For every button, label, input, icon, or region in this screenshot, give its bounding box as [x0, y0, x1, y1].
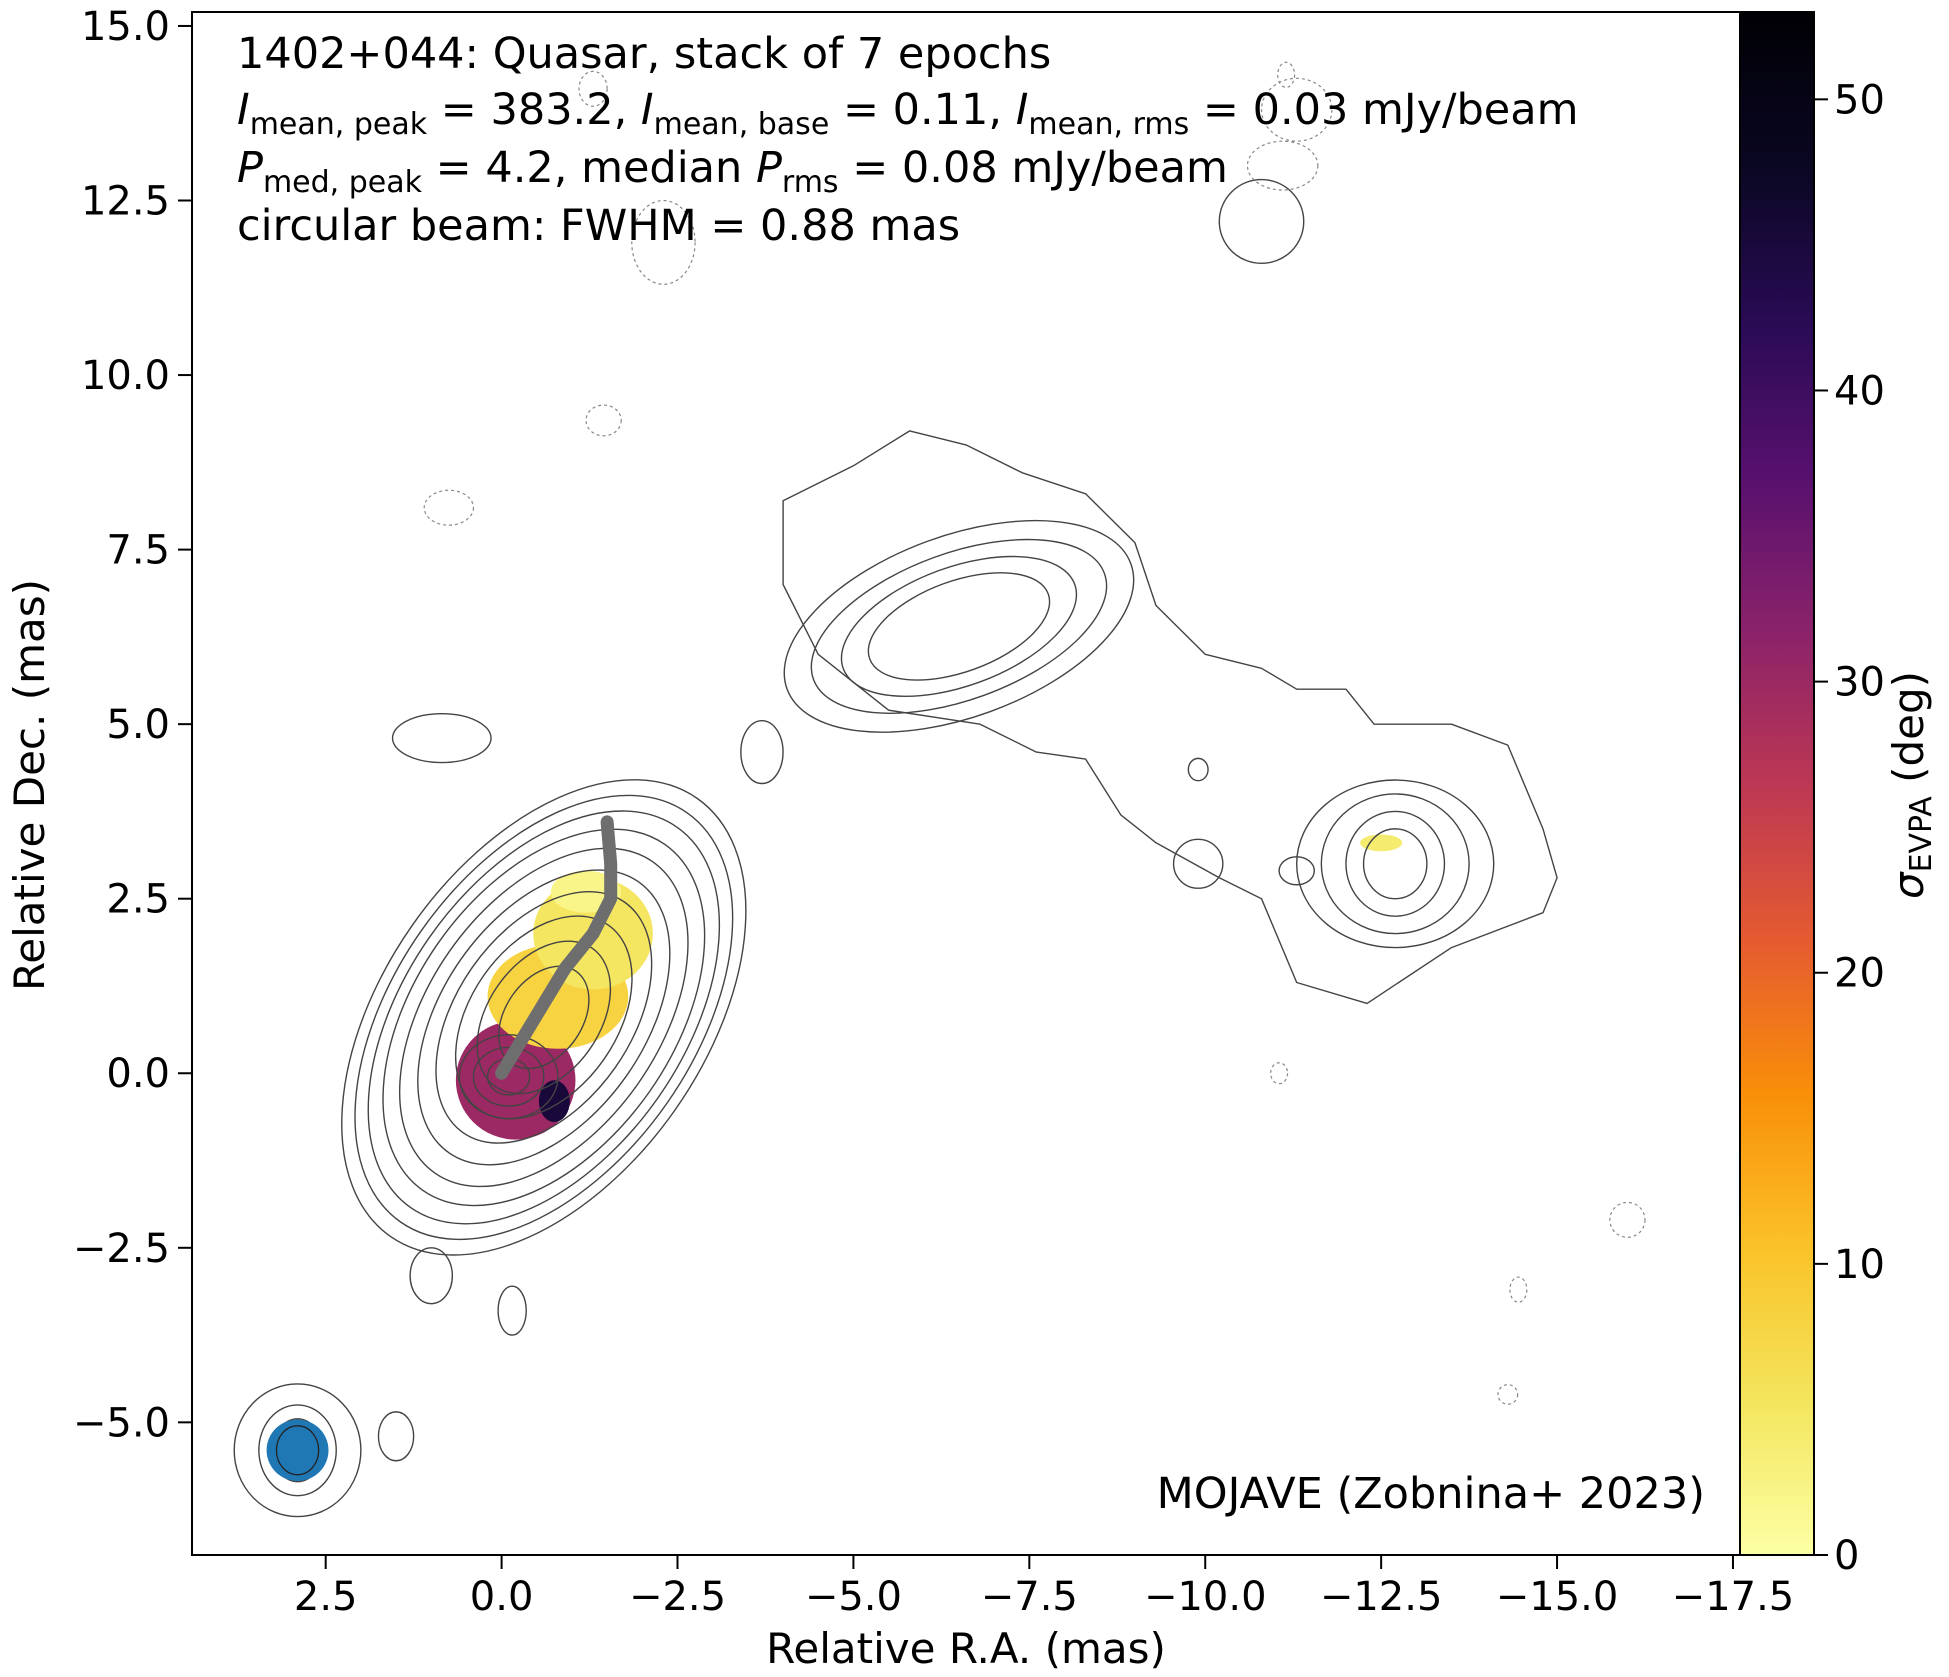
core-contour-8	[476, 940, 612, 1095]
x-tick-label: −2.5	[629, 1574, 726, 1620]
y-tick-label: −5.0	[73, 1400, 170, 1446]
negative-contour-2	[1277, 61, 1296, 89]
core-contour-5	[417, 869, 671, 1166]
colorbar-tick-label: 30	[1834, 660, 1885, 706]
negative-contour-4	[1246, 140, 1319, 191]
beam-marker	[266, 1419, 329, 1481]
knot-contour-0	[1296, 779, 1495, 949]
beam-line: circular beam: FWHM = 0.88 mas	[237, 201, 960, 251]
y-tick-label: 5.0	[106, 702, 170, 748]
small-contour-2	[1187, 757, 1209, 782]
jet-ridge-line	[495, 815, 618, 1080]
x-tick-label: −12.5	[1320, 1574, 1443, 1620]
core-contour-4	[398, 847, 689, 1188]
y-axis-label: Relative Dec. (mas)	[5, 579, 54, 991]
core-contour-2	[367, 810, 721, 1225]
knot-contour-3	[1362, 828, 1428, 900]
colorbar-tick-label: 20	[1834, 951, 1885, 997]
negative-contour-1	[423, 489, 475, 526]
negative-contour-10	[1497, 1384, 1519, 1405]
beam-contour-2	[233, 1383, 362, 1518]
beam-inner-contour	[275, 1425, 320, 1476]
credit-label: MOJAVE (Zobnina+ 2023)	[1157, 1469, 1705, 1519]
core-contour-6	[435, 891, 653, 1144]
core-contour-0	[341, 779, 747, 1256]
colorbar-tick-label: 10	[1834, 1242, 1885, 1288]
x-tick-label: −5.0	[805, 1574, 902, 1620]
title-line: 1402+044: Quasar, stack of 7 epochs	[237, 29, 1051, 79]
negative-contour-0	[585, 404, 622, 437]
negative-contour-6	[578, 70, 608, 107]
intensity-contours	[233, 61, 1646, 1518]
colorbar-label: σEVPA (deg)	[1884, 671, 1939, 899]
x-tick-label: 0.0	[470, 1574, 534, 1620]
y-tick-label: 7.5	[106, 528, 170, 574]
lobe-contour-1	[810, 538, 1108, 714]
y-tick-label: 2.5	[106, 877, 170, 923]
lobe-contour-3	[867, 572, 1051, 681]
colorbar-tick-label: 40	[1834, 368, 1885, 414]
beam-ellipse	[266, 1419, 329, 1481]
small-contour-1	[740, 719, 784, 785]
y-tick-label: 10.0	[81, 353, 170, 399]
negative-contour-3	[1260, 77, 1333, 142]
intensity-line: Imean, peak = 383.2, Imean, base = 0.11,…	[237, 85, 1579, 142]
small-contour-5	[409, 1247, 454, 1305]
knot-contour-1	[1320, 793, 1470, 935]
evpa-region-core-edge	[538, 1080, 570, 1123]
small-contour-7	[377, 1411, 415, 1462]
inner-core-contour-0	[458, 1034, 559, 1120]
evpa-polarization-map	[455, 834, 1403, 1140]
plot-content	[233, 61, 1646, 1518]
y-tick-label: 0.0	[106, 1051, 170, 1097]
colorbar-gradient	[1739, 11, 1815, 1556]
small-contour-6	[497, 1285, 527, 1336]
y-tick-label: 12.5	[81, 179, 170, 225]
axes: 2.5 0.0 −2.5 −5.0 −7.5 −10.0 −12.5 −15.0 −17.5 −5…	[73, 4, 1794, 1620]
x-tick-label: −7.5	[981, 1574, 1078, 1620]
core-contour-1	[354, 794, 734, 1241]
small-contour-4	[1278, 856, 1315, 886]
small-contour-8	[1218, 178, 1305, 265]
colorbar: 0 10 20 30 40 50 σEVPA (deg)	[1739, 11, 1939, 1579]
colorbar-tick-label: 50	[1834, 77, 1885, 123]
lobe-contour-2	[840, 555, 1078, 697]
colorbar-ticks: 0 10 20 30 40 50	[1814, 77, 1885, 1579]
negative-contour-7	[1270, 1062, 1289, 1085]
negative-contour-8	[1609, 1201, 1646, 1238]
colorbar-tick-label: 0	[1834, 1533, 1859, 1579]
outer-jet-contour	[782, 430, 1558, 1005]
core-contour-3	[382, 828, 706, 1207]
evpa-region-far-knot	[1360, 834, 1403, 852]
small-contour-3	[1172, 838, 1224, 889]
x-tick-label: −10.0	[1144, 1574, 1267, 1620]
lobe-contour-0	[783, 519, 1135, 733]
negative-contour-9	[1509, 1276, 1528, 1303]
small-contour-0	[391, 712, 492, 764]
beam-contour-1	[258, 1404, 337, 1497]
inner-core-contour-1	[472, 1046, 545, 1107]
annotation-block: 1402+044: Quasar, stack of 7 epochs Imea…	[237, 29, 1705, 1519]
ridge-line-path	[495, 815, 618, 1080]
negative-contour-5	[631, 199, 696, 285]
x-tick-label: −15.0	[1496, 1574, 1619, 1620]
y-tick-label: 15.0	[81, 4, 170, 50]
x-tick-label: −17.5	[1672, 1574, 1795, 1620]
y-tick-label: −2.5	[73, 1226, 170, 1272]
knot-contour-2	[1345, 810, 1446, 917]
x-axis-label: Relative R.A. (mas)	[766, 1624, 1166, 1673]
polarization-line: Pmed, peak = 4.2, median Prms = 0.08 mJy…	[237, 143, 1228, 200]
x-tick-label: 2.5	[294, 1574, 358, 1620]
